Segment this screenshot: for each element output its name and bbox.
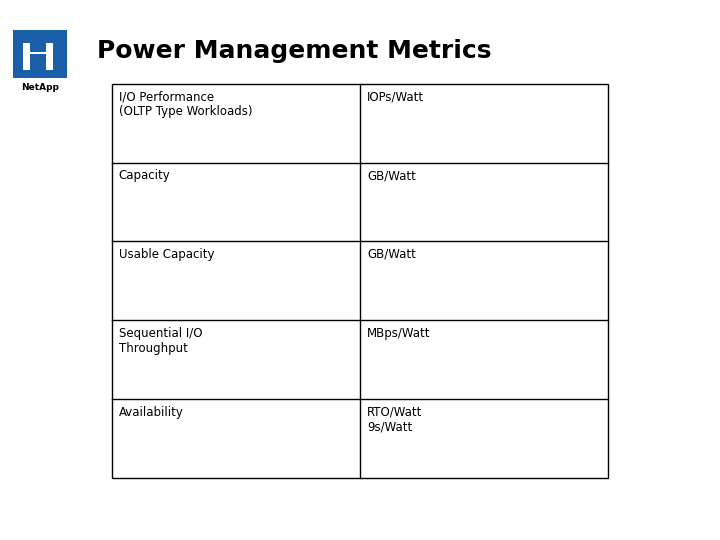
Text: I/O Performance
(OLTP Type Workloads): I/O Performance (OLTP Type Workloads) [119,90,252,118]
Text: Availability: Availability [119,406,184,419]
Text: NetApp: NetApp [21,83,59,92]
Text: GB/Watt: GB/Watt [367,169,416,182]
Text: © 2008 NetApp.  All rights reserved.: © 2008 NetApp. All rights reserved. [22,522,225,531]
Text: Power Management Metrics: Power Management Metrics [97,39,492,63]
Text: Capacity: Capacity [119,169,171,182]
Text: Sequential I/O
Throughput: Sequential I/O Throughput [119,327,202,355]
Text: MBps/Watt: MBps/Watt [367,327,431,340]
Text: RTO/Watt
9s/Watt: RTO/Watt 9s/Watt [367,406,423,434]
Text: IOPs/Watt: IOPs/Watt [367,90,424,103]
Text: Usable Capacity: Usable Capacity [119,248,215,261]
Text: GB/Watt: GB/Watt [367,248,416,261]
